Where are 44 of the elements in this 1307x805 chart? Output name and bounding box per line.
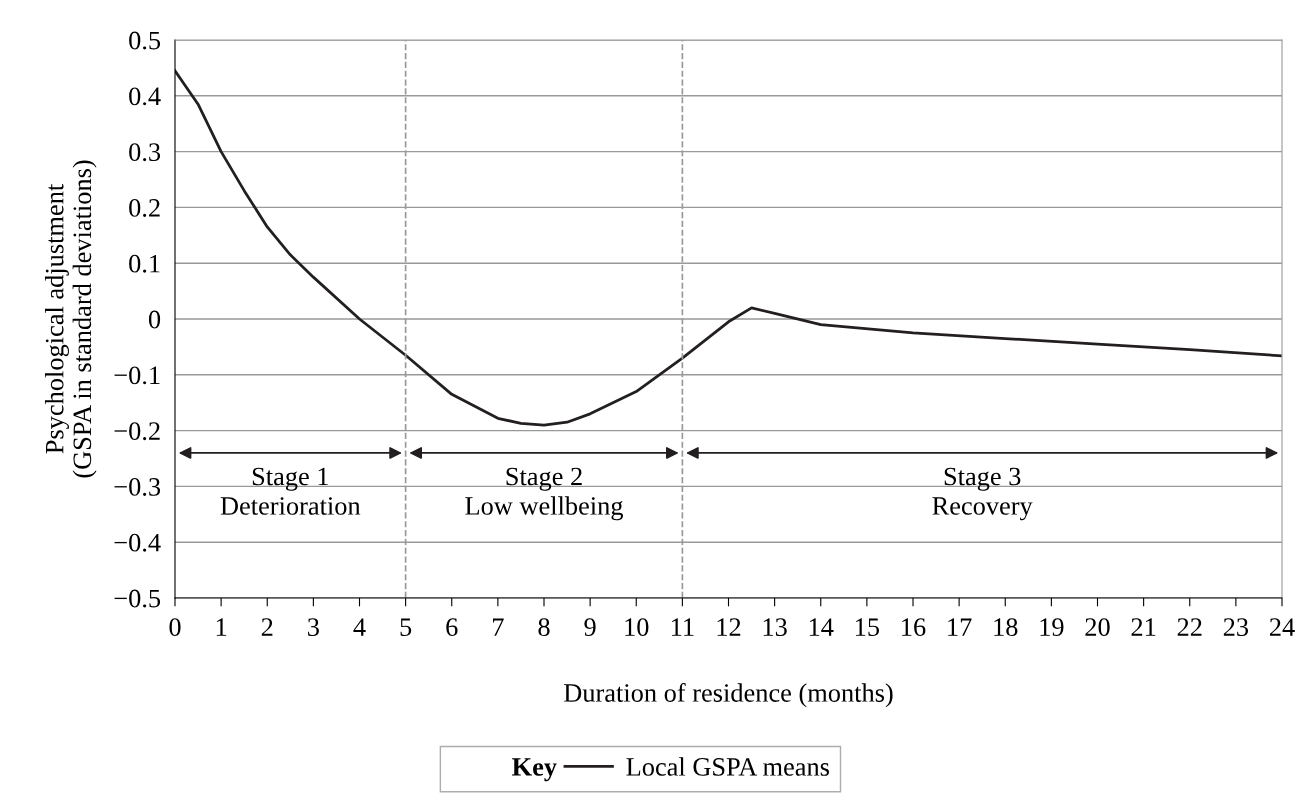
- x-tick-label: 20: [1085, 618, 1110, 637]
- x-axis-title: Duration of residence (months): [564, 683, 893, 708]
- x-tick-label: 23: [1223, 618, 1249, 637]
- y-tick-label: 0.5: [129, 31, 161, 50]
- x-tick-label: 5: [400, 618, 412, 637]
- x-tick-label: 3: [308, 618, 319, 637]
- legend-title: Key: [512, 758, 557, 782]
- x-tick-label: 13: [763, 618, 787, 637]
- x-tick-label: 1: [216, 618, 227, 636]
- x-tick-label: 0: [169, 618, 181, 637]
- x-tick-label: 12: [717, 618, 741, 636]
- x-tick-label: 15: [856, 618, 880, 637]
- y-tick-label: 0.1: [129, 254, 160, 273]
- x-tick-label: 18: [994, 618, 1018, 637]
- x-tick-label: 22: [1177, 618, 1202, 636]
- x-tick-label: 6: [446, 618, 458, 637]
- x-tick-label: 24: [1269, 618, 1295, 636]
- annotation: Stage 2 Low wellbeing: [465, 467, 624, 521]
- legend-label: Local GSPA means: [626, 757, 829, 776]
- y-tick-label: −0.2: [114, 422, 160, 441]
- y-tick-label: 0.2: [129, 199, 160, 217]
- y-tick-label: 0: [148, 310, 161, 329]
- x-tick-label: 14: [809, 618, 834, 636]
- x-tick-label: 2: [261, 618, 273, 636]
- y-axis-title: Psychological adjustment (GSPA in standard deviations): [44, 160, 97, 478]
- x-tick-label: 10: [625, 618, 649, 637]
- annotation: Stage 1 Deterioration: [220, 467, 361, 515]
- x-tick-label: 4: [353, 618, 366, 636]
- y-tick-label: −0.1: [114, 366, 160, 385]
- x-tick-label: 17: [948, 618, 972, 636]
- y-tick-label: −0.4: [114, 533, 161, 552]
- line-series: [175, 69, 1282, 427]
- x-tick-label: 7: [493, 618, 504, 636]
- x-tick-label: 21: [1131, 618, 1156, 636]
- x-tick-label: 19: [1040, 618, 1064, 637]
- y-tick-label: −0.5: [114, 589, 161, 608]
- x-tick-label: 11: [672, 618, 694, 636]
- y-tick-label: −0.3: [114, 478, 161, 496]
- y-tick-label: 0.4: [129, 87, 161, 106]
- x-tick-label: 9: [584, 618, 596, 637]
- x-tick-label: 8: [538, 618, 550, 637]
- y-tick-label: 0.3: [129, 143, 161, 162]
- annotation: Stage 3 Recovery: [932, 467, 1033, 521]
- x-tick-label: 16: [902, 618, 926, 637]
